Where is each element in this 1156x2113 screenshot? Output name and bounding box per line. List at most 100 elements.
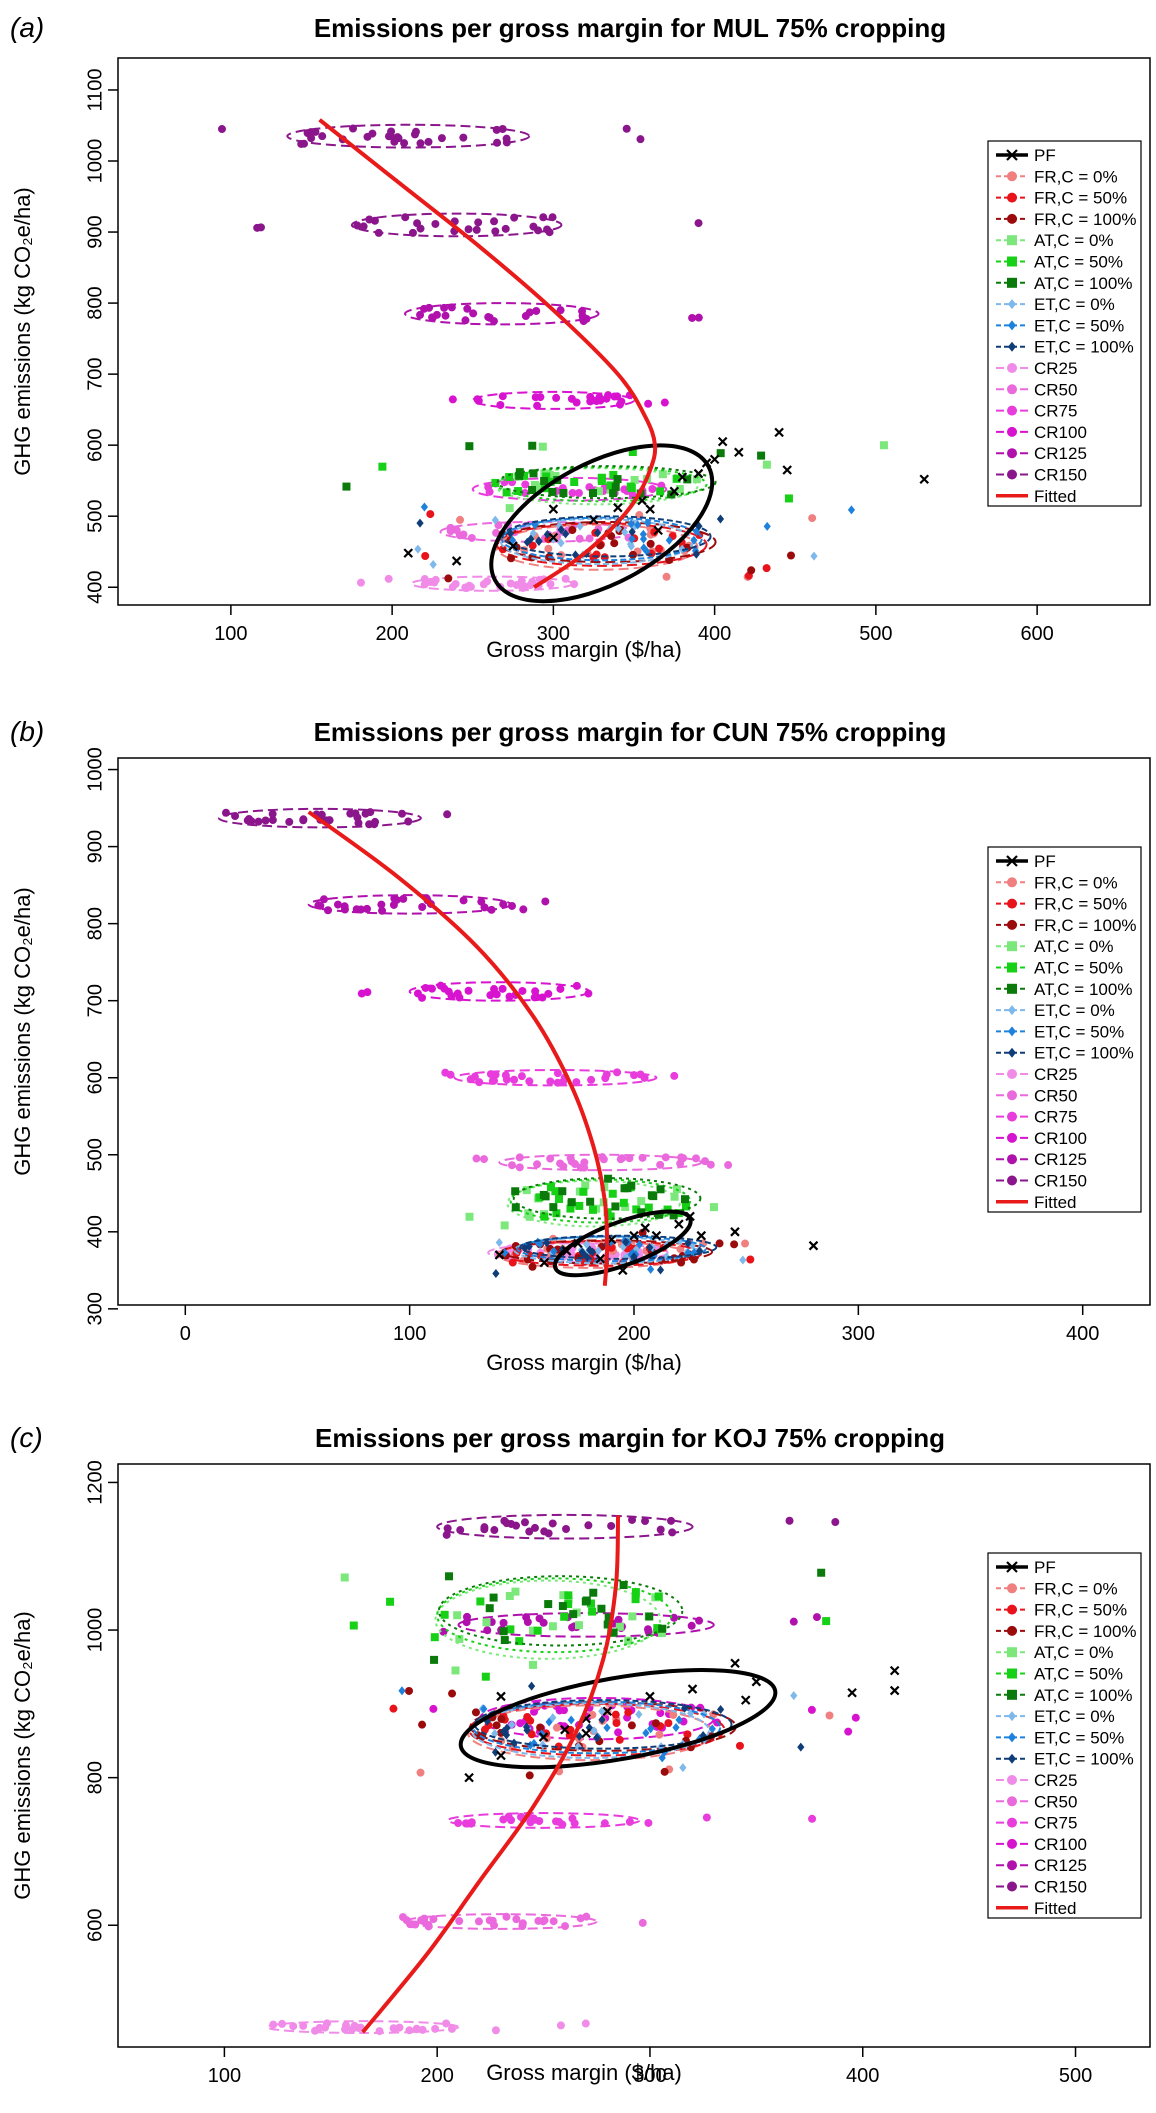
group-point	[630, 475, 639, 484]
legend-label: ET,C = 100%	[1034, 338, 1134, 357]
cr-point	[442, 2019, 451, 2028]
cr-point	[521, 312, 530, 321]
group-point	[529, 528, 537, 538]
cr-point	[413, 219, 422, 228]
group-point	[651, 1719, 660, 1728]
group-point	[649, 1192, 658, 1201]
cr-point	[540, 1916, 549, 1925]
cr-point	[661, 1153, 670, 1162]
pf-point	[508, 541, 518, 551]
cr-point	[464, 986, 473, 995]
group-point	[650, 528, 659, 537]
group-point	[378, 462, 387, 471]
cr-point	[694, 219, 703, 228]
group-et	[398, 1681, 805, 1773]
cr-point	[496, 401, 505, 410]
group-point	[465, 442, 474, 451]
y-tick-label: 1000	[84, 747, 106, 792]
y-tick-label: 400	[84, 1215, 106, 1248]
cr-point	[614, 1615, 623, 1624]
group-point	[597, 1604, 606, 1613]
group-point	[627, 1721, 636, 1730]
group-point	[389, 1704, 398, 1713]
cr-point	[455, 1917, 464, 1926]
legend-label: CR75	[1034, 402, 1077, 421]
cr-point	[656, 1160, 665, 1169]
cr-point	[694, 313, 703, 322]
cr-point	[505, 992, 514, 1001]
group-point	[564, 1600, 573, 1609]
cr-point	[807, 1705, 816, 1714]
group-point	[418, 1720, 427, 1729]
group-point	[508, 535, 517, 545]
x-tick-label: 400	[846, 2065, 879, 2087]
group-point	[480, 1725, 489, 1734]
group-point	[492, 1721, 501, 1730]
cr-point	[523, 1618, 532, 1627]
group-point	[552, 1209, 561, 1218]
legend-marker	[1007, 1668, 1017, 1679]
pf-point	[629, 1230, 639, 1241]
legend-marker	[1008, 341, 1016, 352]
group-point	[491, 1728, 499, 1738]
cr-point	[498, 984, 507, 993]
group-point	[505, 1591, 514, 1600]
cr-point	[602, 1070, 611, 1079]
legend-item: AT,C = 100%	[996, 274, 1132, 293]
cr-point	[559, 1706, 568, 1715]
legend-item: CR100	[996, 1835, 1087, 1854]
legend-marker	[1008, 320, 1016, 331]
chart-panel-1: (a) Emissions per gross margin for MUL 75…	[10, 12, 1151, 662]
group-point	[627, 519, 635, 529]
cr-point	[395, 2023, 404, 2032]
legend-marker	[1008, 1026, 1016, 1037]
legend-marker	[1007, 1132, 1017, 1143]
cr-point	[491, 2026, 500, 2035]
cr-point	[539, 213, 548, 222]
x-tick-label: 100	[208, 2065, 241, 2087]
legend-marker	[1007, 1647, 1017, 1658]
pf-point	[919, 474, 930, 485]
cr-point	[412, 2025, 421, 2034]
legend-marker	[1007, 1860, 1017, 1871]
y-tick-label: 700	[84, 357, 106, 390]
group-point	[692, 475, 701, 484]
cr-point	[607, 1521, 616, 1530]
fitted-curve	[361, 1515, 621, 2034]
cr-point	[512, 581, 521, 590]
legend-marker	[1006, 1561, 1018, 1573]
group-point	[647, 1724, 655, 1734]
cr-point	[548, 1519, 557, 1528]
group-point	[506, 1625, 515, 1634]
group-point	[658, 1624, 667, 1633]
cr-point	[556, 984, 565, 993]
y-tick-label: 1200	[84, 1460, 106, 1505]
pf-ellipse	[552, 1209, 693, 1278]
pf-point	[602, 1706, 613, 1716]
group-point	[606, 1212, 615, 1221]
group-point	[552, 1723, 561, 1732]
cr-point	[484, 483, 493, 492]
cr-point	[574, 489, 583, 498]
group-point	[622, 1237, 630, 1247]
chart-title: Emissions per gross margin for CUN 75% c…	[314, 717, 947, 747]
legend-label: AT,C = 0%	[1034, 1643, 1114, 1662]
pf-point	[717, 436, 728, 447]
cr-point	[469, 309, 478, 318]
group-point	[741, 1239, 750, 1248]
cr-point	[679, 1154, 688, 1163]
legend-item: CR100	[996, 423, 1087, 442]
pf-point	[451, 556, 462, 566]
legend-item: CR150	[996, 466, 1087, 485]
legend-marker	[1007, 962, 1017, 973]
cr-point	[592, 397, 601, 406]
legend-marker	[1007, 213, 1017, 224]
group-point	[538, 442, 547, 451]
cr-point	[441, 311, 450, 320]
group-point	[451, 1666, 460, 1675]
group-point	[557, 525, 565, 535]
group-point	[610, 539, 619, 548]
group-point	[342, 482, 351, 491]
legend-item: ET,C = 100%	[996, 1750, 1134, 1769]
fitted-curve	[318, 118, 658, 589]
